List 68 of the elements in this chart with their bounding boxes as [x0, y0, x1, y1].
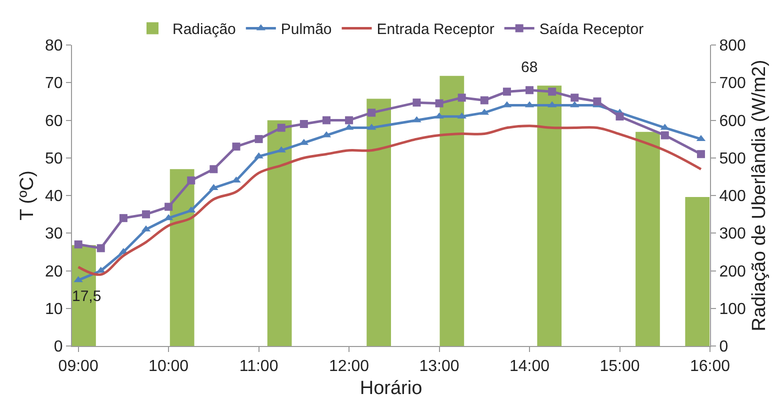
x-tick-label: 14:00 — [509, 358, 550, 376]
x-tick-label: 13:00 — [419, 358, 460, 376]
point — [616, 112, 624, 120]
legend-label: Entrada Receptor — [376, 21, 494, 38]
point — [254, 135, 263, 144]
y2-tick-label: 200 — [719, 263, 746, 280]
x-tick-label: 15:00 — [600, 358, 640, 376]
legend-label: Pulmão — [280, 21, 332, 38]
point — [412, 98, 421, 107]
bar — [366, 98, 391, 346]
y-tick-label: 0 — [54, 338, 63, 356]
x-tick-label: 10:00 — [148, 358, 189, 376]
y2-tick-label: 400 — [719, 188, 746, 206]
bar — [170, 169, 194, 346]
point — [696, 150, 705, 158]
y2-tick-label: 500 — [719, 150, 746, 168]
point — [660, 131, 669, 140]
point — [570, 94, 579, 102]
point — [96, 244, 105, 252]
annotation: 68 — [521, 59, 538, 76]
y-tick-label: 80 — [45, 38, 63, 55]
point — [435, 99, 444, 108]
x-tick-label: 11:00 — [239, 358, 278, 376]
point — [164, 202, 173, 211]
point — [74, 240, 82, 248]
x-axis-title: Horário — [360, 378, 422, 399]
point — [502, 88, 511, 96]
bar — [267, 120, 292, 346]
y-tick-label: 70 — [45, 75, 63, 92]
point — [526, 86, 534, 94]
y2-tick-label: 700 — [719, 75, 746, 92]
y2-axis-title: Radiação de Uberlândia (W/m2) — [748, 60, 770, 332]
point — [119, 214, 128, 222]
point — [142, 210, 150, 218]
bar — [440, 76, 464, 346]
y-tick-label: 30 — [45, 226, 63, 243]
point — [300, 120, 308, 128]
point — [232, 142, 240, 151]
point — [548, 88, 556, 96]
point — [187, 176, 196, 184]
point — [277, 124, 286, 132]
point — [458, 94, 466, 102]
y2-tick-label: 100 — [719, 300, 746, 318]
line-series — [77, 124, 702, 276]
x-tick-label: 09:00 — [58, 358, 98, 376]
x-tick-label: 16:00 — [690, 358, 730, 376]
y2-tick-label: 600 — [719, 112, 746, 130]
y-tick-label: 40 — [45, 188, 63, 206]
legend-label: Saída Receptor — [539, 21, 644, 38]
point — [345, 116, 354, 124]
point — [210, 165, 218, 174]
legend-label: Radiação — [172, 21, 236, 38]
bar — [636, 132, 660, 346]
y-axis-title: T (ºC) — [16, 170, 38, 220]
bar — [685, 197, 710, 346]
y-tick-label: 10 — [45, 300, 63, 318]
y-tick-label: 50 — [45, 150, 63, 168]
y-tick-label: 20 — [45, 263, 63, 280]
bar — [537, 86, 562, 346]
point — [322, 116, 330, 124]
y2-tick-label: 300 — [719, 226, 746, 243]
point — [593, 97, 602, 106]
point — [480, 96, 488, 104]
y2-tick-label: 0 — [719, 338, 728, 356]
point — [368, 108, 376, 117]
y-tick-label: 60 — [45, 112, 63, 130]
y2-tick-label: 800 — [719, 38, 746, 55]
x-tick-label: 12:00 — [329, 358, 370, 376]
